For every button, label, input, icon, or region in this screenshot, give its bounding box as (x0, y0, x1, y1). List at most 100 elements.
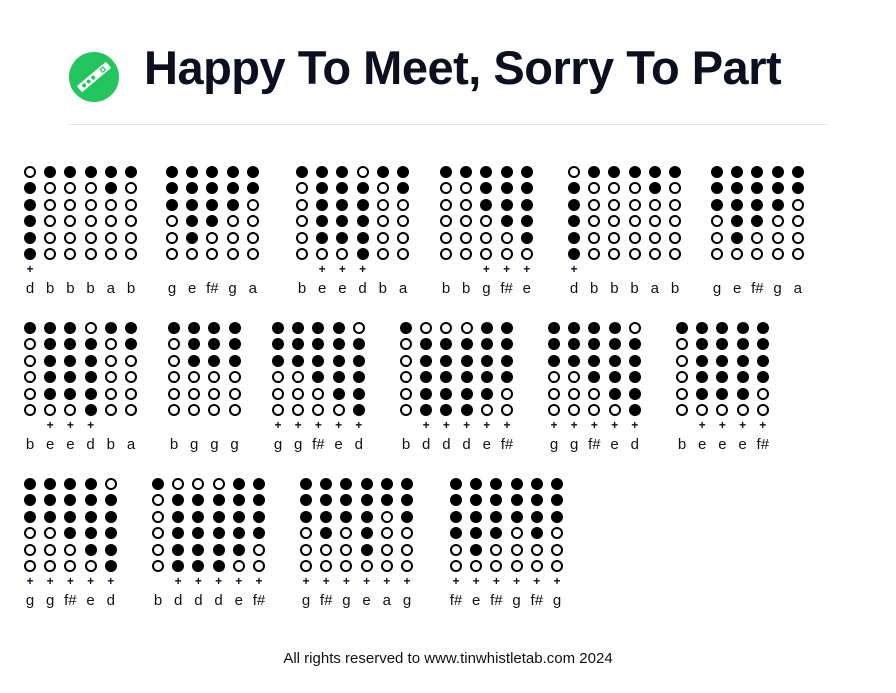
closed-hole-icon (696, 371, 709, 384)
closed-hole-icon (186, 215, 199, 228)
closed-hole-icon (756, 338, 769, 351)
closed-hole-icon (340, 478, 353, 490)
open-hole-icon (246, 198, 259, 211)
open-hole-icon (104, 354, 117, 367)
closed-hole-icon (510, 510, 523, 523)
note-label: e (234, 592, 243, 609)
tin-whistle-logo-icon[interactable] (69, 52, 119, 102)
open-hole-icon (736, 404, 749, 416)
closed-hole-icon (356, 215, 369, 228)
closed-hole-icon (84, 338, 97, 351)
closed-hole-icon (731, 215, 744, 228)
note-label: a (126, 436, 136, 453)
note-label: d (462, 436, 471, 453)
open-hole-icon (104, 338, 117, 351)
closed-hole-icon (206, 182, 219, 195)
open-hole-icon (480, 231, 493, 244)
closed-hole-icon (716, 387, 729, 400)
closed-hole-icon (501, 338, 513, 351)
closed-hole-icon (320, 510, 333, 523)
closed-hole-icon (608, 338, 621, 351)
note-label: g (570, 436, 579, 453)
closed-hole-icon (232, 527, 245, 540)
closed-hole-icon (791, 166, 804, 178)
octave-plus-marker: + (322, 574, 330, 588)
note-label: e (338, 280, 347, 297)
note-label: a (650, 280, 659, 297)
octave-plus-marker: + (631, 418, 639, 432)
closed-hole-icon (316, 166, 329, 178)
closed-hole-icon (756, 322, 769, 334)
closed-hole-icon (228, 322, 241, 334)
octave-plus-marker: + (503, 418, 511, 432)
open-hole-icon (168, 371, 180, 384)
closed-hole-icon (648, 166, 661, 178)
closed-hole-icon (460, 166, 473, 178)
open-hole-icon (510, 543, 523, 556)
open-hole-icon (380, 543, 393, 556)
octave-plus-marker: + (46, 574, 54, 588)
open-hole-icon (628, 248, 641, 260)
closed-hole-icon (420, 404, 433, 416)
closed-hole-icon (186, 231, 199, 244)
closed-hole-icon (648, 182, 661, 195)
octave-plus-marker: + (235, 574, 243, 588)
note-label: b (25, 436, 35, 453)
open-hole-icon (588, 231, 601, 244)
open-hole-icon (296, 248, 308, 260)
closed-hole-icon (356, 198, 369, 211)
open-hole-icon (568, 404, 581, 416)
closed-hole-icon (716, 322, 729, 334)
closed-hole-icon (450, 494, 462, 507)
open-hole-icon (84, 560, 97, 572)
open-hole-icon (44, 215, 57, 228)
closed-hole-icon (480, 371, 493, 384)
closed-hole-icon (568, 231, 580, 244)
note-label: d (569, 280, 579, 297)
octave-plus-marker: + (318, 262, 326, 276)
open-hole-icon (125, 231, 137, 244)
closed-hole-icon (272, 338, 284, 351)
closed-hole-icon (64, 371, 77, 384)
closed-hole-icon (771, 182, 784, 195)
octave-plus-marker: + (482, 262, 490, 276)
note-label: b (126, 280, 136, 297)
octave-plus-marker: + (718, 418, 726, 432)
closed-hole-icon (608, 166, 621, 178)
closed-hole-icon (568, 322, 581, 334)
closed-hole-icon (716, 371, 729, 384)
open-hole-icon (84, 198, 97, 211)
octave-plus-marker: + (87, 574, 95, 588)
closed-hole-icon (192, 510, 205, 523)
open-hole-icon (440, 322, 453, 334)
open-hole-icon (64, 215, 77, 228)
note-label: f# (756, 436, 770, 453)
octave-plus-marker: + (611, 418, 619, 432)
closed-hole-icon (246, 166, 259, 178)
open-hole-icon (64, 182, 77, 195)
open-hole-icon (125, 354, 137, 367)
closed-hole-icon (500, 166, 513, 178)
note-label: f# (751, 280, 764, 297)
open-hole-icon (551, 560, 563, 572)
open-hole-icon (104, 371, 117, 384)
note-label: e (86, 592, 95, 609)
note-label: b (630, 280, 639, 297)
octave-plus-marker: + (523, 262, 531, 276)
open-hole-icon (588, 248, 601, 260)
closed-hole-icon (212, 543, 225, 556)
open-hole-icon (608, 215, 621, 228)
open-hole-icon (226, 231, 239, 244)
note-label: b (297, 280, 307, 297)
closed-hole-icon (172, 543, 185, 556)
closed-hole-icon (226, 182, 239, 195)
closed-hole-icon (731, 198, 744, 211)
closed-hole-icon (44, 354, 57, 367)
closed-hole-icon (520, 182, 533, 195)
open-hole-icon (450, 543, 462, 556)
closed-hole-icon (352, 338, 365, 351)
open-hole-icon (460, 231, 473, 244)
closed-hole-icon (490, 494, 503, 507)
closed-hole-icon (125, 322, 137, 334)
closed-hole-icon (84, 387, 97, 400)
